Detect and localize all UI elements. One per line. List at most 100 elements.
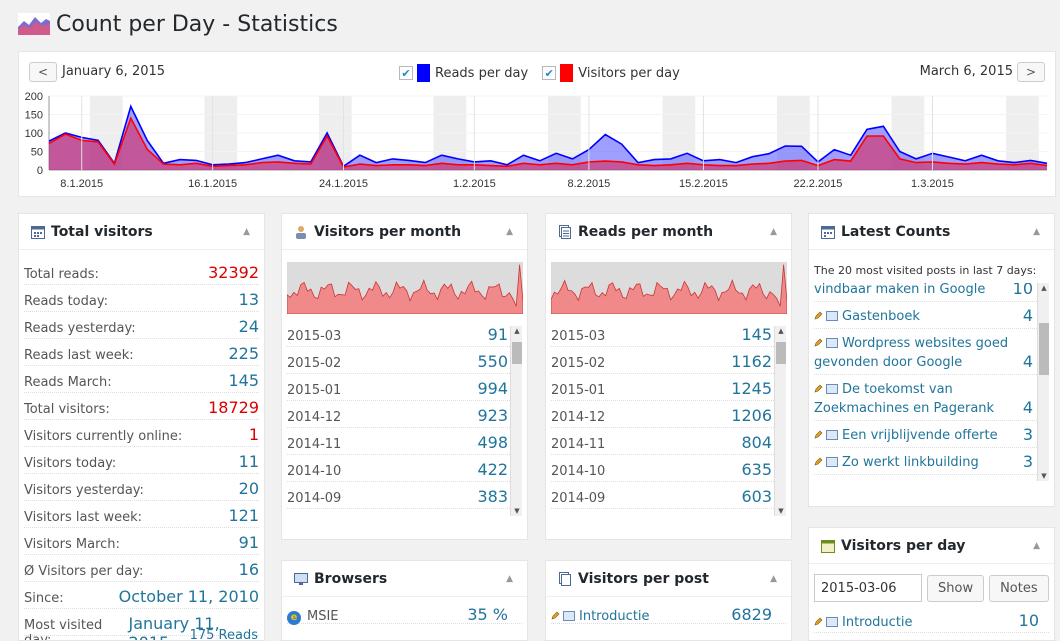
page-icon [826, 384, 838, 394]
latest-counts-header[interactable]: Latest Counts ▲ [809, 214, 1054, 250]
pencil-icon[interactable] [814, 306, 823, 320]
pencil-icon[interactable] [551, 609, 560, 620]
month-label: 2015-01 [287, 383, 342, 398]
post-link[interactable]: Wordpress websites goed gevonden door Go… [814, 336, 1009, 370]
pencil-icon[interactable] [814, 615, 823, 626]
total-visitors-header[interactable]: Total visitors ▲ [19, 214, 264, 250]
post-count: 3 [1022, 425, 1033, 444]
stat-label: Visitors currently online: [24, 429, 183, 444]
panel-title: Total visitors [51, 223, 153, 240]
scrollbar[interactable]: ▲ ▼ [1037, 283, 1049, 481]
page-icon [826, 311, 838, 321]
collapse-arrow-icon[interactable]: ▲ [506, 574, 513, 584]
visitors-per-post-header[interactable]: Visitors per post ▲ [546, 561, 791, 597]
visitors-per-month-header[interactable]: Visitors per month ▲ [282, 214, 527, 250]
stat-value: January 11, 2015 [128, 614, 220, 640]
reads-checkbox[interactable]: ✔ [399, 66, 413, 80]
stat-label: Reads yesterday: [24, 321, 136, 336]
stat-value: 145 [228, 371, 259, 390]
stat-value: 91 [238, 533, 259, 552]
post-link[interactable]: Gastenboek [842, 309, 920, 324]
document-icon [559, 571, 571, 586]
total-visitors-panel: Total visitors ▲ Total reads: 32392 Reads … [18, 213, 265, 641]
date-input[interactable]: 2015-03-06 [814, 574, 922, 602]
post-link[interactable]: Een vrijblijvende offerte [842, 428, 998, 443]
latest-row: Gastenboek 4 [814, 302, 1049, 329]
pencil-icon[interactable] [814, 379, 823, 393]
post-count: 10 [1018, 611, 1039, 630]
month-value: 923 [477, 406, 508, 425]
x-tick-label: 24.1.2015 [319, 178, 368, 190]
browsers-header[interactable]: Browsers ▲ [282, 561, 527, 597]
scrollbar[interactable]: ▲ ▼ [774, 326, 786, 516]
show-button[interactable]: Show [927, 574, 985, 602]
collapse-arrow-icon[interactable]: ▲ [1033, 541, 1040, 551]
legend-item-visitors[interactable]: ✔ Visitors per day [542, 64, 680, 82]
stat-value: 24 [238, 317, 259, 336]
legend-item-reads[interactable]: ✔ Reads per day [399, 64, 528, 82]
post-count: 4 [1022, 306, 1033, 325]
visitors-per-day-header[interactable]: Visitors per day ▲ [809, 528, 1054, 564]
month-value: 498 [477, 433, 508, 452]
visitors-checkbox[interactable]: ✔ [542, 66, 557, 80]
month-row: 2014-08277 [287, 509, 522, 516]
y-tick-label: 50 [31, 147, 43, 159]
latest-row: Een vrijblijvende offerte 3 [814, 421, 1049, 448]
y-tick-label: 200 [25, 91, 43, 103]
month-label: 2014-11 [287, 437, 342, 452]
month-label: 2015-02 [551, 356, 606, 371]
latest-counts-panel: Latest Counts ▲ The 20 most visited post… [808, 213, 1055, 507]
scrollbar[interactable]: ▲ ▼ [510, 326, 522, 516]
scrollbar-thumb[interactable] [1039, 323, 1049, 375]
month-row: 2014-10 635 [551, 455, 786, 482]
notes-button[interactable]: Notes [989, 574, 1049, 602]
panel-title: Browsers [314, 570, 388, 587]
most-visited-sub: 175 Reads [189, 628, 258, 641]
month-label: 2014-10 [287, 464, 342, 479]
collapse-arrow-icon[interactable]: ▲ [506, 227, 513, 237]
visitors-month-list[interactable]: 2015-03 91 2015-02 550 2015-01 994 2014-12 923 2… [287, 320, 522, 516]
month-label: 2014-09 [287, 491, 342, 506]
next-period-button[interactable]: > [1017, 62, 1045, 82]
pencil-icon[interactable] [814, 333, 823, 347]
pencil-icon[interactable] [814, 452, 823, 466]
scrollbar-thumb[interactable] [776, 342, 786, 364]
reads-month-list[interactable]: 2015-03 145 2015-02 1162 2015-01 1245 2014-12 1… [551, 320, 786, 516]
scrollbar-thumb[interactable] [512, 342, 522, 364]
post-link[interactable]: Zo werkt linkbuilding [842, 455, 979, 470]
panel-title: Visitors per month [314, 223, 462, 240]
panel-title: Reads per month [578, 223, 714, 240]
ie-icon: e [287, 611, 301, 625]
series-area-reads [49, 106, 1047, 170]
post-link[interactable]: Introductie [842, 615, 913, 630]
pencil-icon[interactable] [814, 479, 823, 481]
page-icon [826, 338, 838, 348]
month-row: 2015-01 994 [287, 374, 522, 401]
post-link[interactable]: Introductie [579, 609, 650, 624]
calendar-icon [821, 539, 835, 553]
latest-counts-intro: The 20 most visited posts in last 7 days… [814, 264, 1037, 277]
month-value: 994 [477, 379, 508, 398]
prev-period-button[interactable]: < [29, 62, 57, 82]
post-link[interactable]: vindbaar maken in Google [814, 283, 986, 297]
stat-row: Visitors last week: 121 [24, 501, 259, 528]
collapse-arrow-icon[interactable]: ▲ [243, 227, 250, 237]
latest-row: Zo werkt linkbuilding 3 [814, 448, 1049, 475]
stat-value: 121 [228, 506, 259, 525]
month-label: 2014-09 [551, 491, 606, 506]
reads-per-month-panel: Reads per month ▲ 2015-03 145 2015-02 1162 2… [545, 213, 792, 540]
stat-label: Total visitors: [24, 402, 110, 417]
collapse-arrow-icon[interactable]: ▲ [1033, 227, 1040, 237]
pencil-icon[interactable] [814, 425, 823, 439]
month-value: 603 [741, 487, 772, 506]
latest-counts-list[interactable]: vindbaar maken in Google 10 Gastenboek 4 Wor… [814, 283, 1049, 481]
stat-value: 20 [238, 479, 259, 498]
post-link[interactable]: De toekomst van Zoekmachines en Pagerank [814, 382, 995, 416]
month-value: 635 [741, 460, 772, 479]
reads-per-month-header[interactable]: Reads per month ▲ [546, 214, 791, 250]
panel-title: Visitors per post [578, 570, 709, 587]
month-row: 2015-02 550 [287, 347, 522, 374]
collapse-arrow-icon[interactable]: ▲ [770, 574, 777, 584]
collapse-arrow-icon[interactable]: ▲ [770, 227, 777, 237]
month-value: 1162 [731, 352, 772, 371]
